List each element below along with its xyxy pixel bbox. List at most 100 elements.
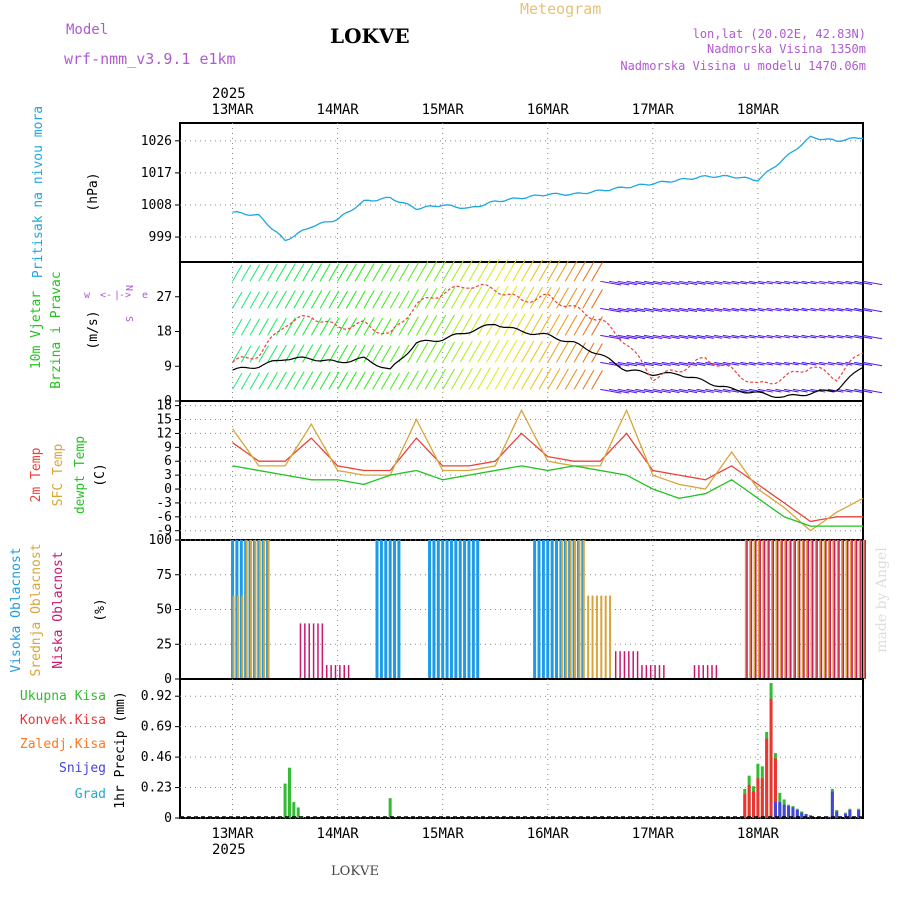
wind-arrow	[258, 318, 269, 336]
low-cloud-bar	[711, 665, 713, 679]
wind-arrow	[687, 280, 706, 285]
low-cloud-bar	[706, 665, 709, 679]
wind-arrow	[538, 313, 552, 336]
high-cloud-bar	[476, 540, 480, 679]
y-tick-label: 1017	[141, 166, 172, 181]
wind-arrow	[415, 369, 429, 390]
wind-arrow	[433, 260, 447, 282]
wind-arrow	[433, 314, 447, 336]
pressure-line	[232, 135, 864, 242]
wind-arrow	[547, 287, 561, 309]
wind-arrow	[512, 340, 526, 363]
low-cloud-bar	[759, 540, 761, 679]
wind-arrow	[398, 317, 410, 336]
wind-arrow	[468, 367, 482, 390]
wind-arrow	[608, 361, 630, 367]
high-cloud-bar	[555, 540, 559, 679]
low-cloud-bar	[746, 540, 748, 679]
wind-arrow	[459, 286, 473, 309]
watermark: made by Angel	[874, 547, 890, 653]
wind-arrow	[775, 307, 791, 312]
y-tick-label: 18	[156, 399, 172, 414]
mid-cloud-bar	[766, 540, 769, 679]
wind-arrow	[398, 263, 410, 282]
svg-text:e: e	[142, 290, 148, 301]
wind-arrow	[810, 361, 826, 366]
wind-arrow	[854, 307, 873, 312]
wind-arrow	[328, 290, 340, 309]
wind-arrow	[819, 280, 835, 285]
wind-arrow	[512, 367, 526, 390]
mid-cloud-bar	[569, 540, 572, 679]
wind-arrow	[415, 288, 429, 309]
low-cloud-bar	[334, 665, 337, 679]
wind-arrow	[635, 307, 654, 313]
wind-arrow	[319, 371, 331, 390]
product-title: Meteogram	[520, 0, 601, 18]
wind-arrow	[267, 290, 278, 309]
wind-arrow	[792, 388, 808, 393]
wind-arrow	[240, 264, 252, 282]
wind-arrow	[302, 371, 314, 390]
y-tick-label: 100	[149, 533, 172, 548]
wind-arrow	[766, 361, 782, 366]
wind-arrow	[363, 344, 375, 363]
wind-arrow	[240, 372, 252, 390]
top-year-label: 2025	[212, 86, 246, 102]
wind-arrow	[582, 315, 595, 336]
wind-arrow	[345, 290, 357, 309]
svg-text:<-: <-	[100, 290, 112, 301]
high-cloud-bar	[463, 540, 467, 679]
low-cloud-bar	[781, 540, 783, 679]
wind-arrow	[661, 388, 680, 394]
low-cloud-bar	[325, 665, 328, 679]
high-cloud-bar	[445, 540, 449, 679]
wind-arrow	[556, 287, 569, 309]
low-cloud-bar	[838, 540, 840, 679]
dewpt-line	[232, 465, 863, 527]
wind-arrow	[801, 280, 817, 285]
low-cloud-bar	[628, 651, 630, 679]
wind-arrow	[293, 263, 305, 282]
svg-text:w: w	[84, 290, 91, 301]
wind-arrow	[687, 307, 706, 312]
sfc-temp-legend: SFC Temp	[51, 444, 66, 507]
snow-bar	[778, 802, 782, 818]
wind-arrow	[267, 317, 278, 336]
mid-cloud-bar	[749, 540, 752, 679]
wind-arrow	[389, 345, 400, 363]
wind-arrow	[529, 286, 543, 309]
low-cloud-bar	[702, 665, 705, 679]
y-tick-label: 1008	[141, 198, 172, 213]
wind-arrow	[600, 388, 622, 394]
wind-arrow	[608, 280, 630, 286]
mid-cloud-bar	[753, 540, 756, 679]
wind-arrow	[380, 372, 392, 390]
wind-arrow	[293, 317, 305, 336]
y-tick-label: 3	[164, 468, 172, 483]
wind-arrow	[424, 315, 438, 336]
wind-arrow	[521, 340, 535, 363]
temp2m-legend: 2m Temp	[29, 447, 44, 502]
snow-bar	[773, 802, 777, 818]
wind-arrow	[687, 334, 706, 339]
conv-precip-bar	[747, 784, 751, 818]
low-cloud-bar	[632, 651, 634, 679]
high-cloud-bar	[454, 540, 458, 679]
low-cloud-bar	[619, 651, 621, 679]
wind-arrow	[644, 334, 663, 340]
wind-arrow	[784, 334, 799, 339]
wind-arrow	[740, 334, 756, 339]
mid-cloud-bar	[849, 540, 852, 679]
wind-arrow	[345, 317, 357, 336]
wind-arrow	[564, 368, 578, 390]
wind-arrow	[626, 280, 646, 286]
conv-precip-bar	[752, 791, 756, 818]
y-tick-label: 0	[164, 672, 172, 687]
wind-arrow	[345, 344, 357, 363]
wind-arrow	[468, 259, 482, 282]
wind-arrow	[801, 388, 817, 393]
wind-arrow	[503, 312, 518, 336]
wind-arrow	[617, 307, 638, 313]
y-tick-label: 0.23	[141, 781, 172, 796]
